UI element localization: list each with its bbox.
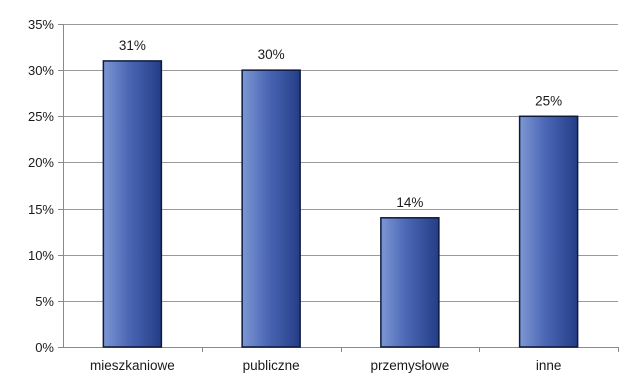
x-category-label: publiczne — [243, 358, 300, 373]
labels: 0% 5% 10% 15% 20% 25% 30% 35% 31% mieszkaniowe 30%… — [28, 17, 562, 373]
data-label: 30% — [258, 47, 285, 62]
y-tick-label: 35% — [28, 17, 54, 32]
bar-publiczne — [241, 69, 301, 348]
y-tick-label: 0% — [35, 340, 54, 355]
data-label: 14% — [396, 195, 423, 210]
bar-inne — [518, 115, 579, 348]
y-tick-label: 15% — [28, 202, 54, 217]
data-label: 31% — [119, 38, 146, 53]
x-category-label: przemysłowe — [370, 358, 449, 373]
bars — [102, 60, 579, 348]
y-tick-label: 10% — [28, 248, 54, 263]
data-label: 25% — [535, 93, 562, 108]
y-tick-label: 20% — [28, 155, 54, 170]
y-tick-label: 5% — [35, 294, 54, 309]
x-category-label: mieszkaniowe — [90, 358, 175, 373]
bar-przemysłowe — [380, 217, 440, 348]
bar-mieszkaniowe — [102, 60, 163, 348]
y-tick-label: 25% — [28, 109, 54, 124]
x-category-label: inne — [536, 358, 562, 373]
y-tick-label: 30% — [28, 63, 54, 78]
